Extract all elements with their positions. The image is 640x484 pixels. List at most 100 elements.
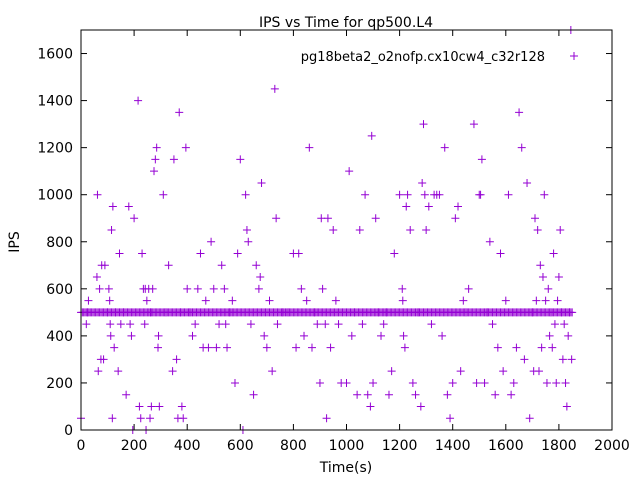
data-point: [130, 214, 139, 223]
data-point: [119, 308, 128, 317]
data-point: [435, 190, 444, 199]
data-point: [116, 320, 125, 329]
data-point: [565, 308, 574, 317]
data-point: [126, 320, 135, 329]
x-tick-label: 1600: [488, 438, 524, 454]
data-point: [256, 273, 265, 282]
data-points: [77, 26, 577, 434]
data-point: [201, 296, 210, 305]
data-point: [111, 308, 120, 317]
data-point: [361, 190, 370, 199]
x-tick-label: 800: [280, 438, 307, 454]
data-point: [353, 390, 362, 399]
data-point: [323, 214, 332, 223]
data-point: [103, 308, 112, 317]
data-point: [164, 261, 173, 270]
data-point: [331, 296, 340, 305]
data-point: [509, 378, 518, 387]
data-point: [366, 402, 375, 411]
data-point: [523, 178, 532, 187]
data-point: [310, 308, 319, 317]
data-point: [564, 331, 573, 340]
data-point: [395, 190, 404, 199]
data-point: [172, 355, 181, 364]
data-point: [136, 414, 145, 423]
x-axis-label: Time(s): [319, 460, 372, 476]
data-point: [483, 308, 492, 317]
data-point: [152, 143, 161, 152]
data-point: [477, 155, 486, 164]
x-tick-label: 600: [227, 438, 254, 454]
data-point: [223, 343, 232, 352]
data-point: [94, 367, 103, 376]
data-point: [398, 284, 407, 293]
data-point: [459, 296, 468, 305]
data-point: [472, 378, 481, 387]
data-point: [138, 249, 147, 258]
axes: 0 200 400 600 800 1000 1200 1400 1600 1800 2000 0 20…: [37, 30, 630, 454]
data-point: [334, 320, 343, 329]
data-point: [106, 331, 115, 340]
data-point: [300, 331, 309, 340]
y-axis-label: IPS: [7, 231, 23, 253]
x-tick-label: 2000: [594, 438, 630, 454]
x-tick-label: 1800: [541, 438, 577, 454]
data-point: [168, 367, 177, 376]
data-point: [520, 355, 529, 364]
data-point: [399, 331, 408, 340]
data-point: [451, 214, 460, 223]
data-point: [390, 249, 399, 258]
data-point: [146, 414, 155, 423]
data-point: [424, 202, 433, 211]
data-point: [115, 249, 124, 258]
data-point: [528, 308, 537, 317]
data-point: [148, 284, 157, 293]
data-point: [542, 378, 551, 387]
data-point: [322, 414, 331, 423]
y-tick-label: 1200: [37, 141, 73, 157]
data-point: [488, 320, 497, 329]
data-point: [544, 284, 553, 293]
data-point: [225, 308, 234, 317]
data-point: [233, 249, 242, 258]
data-point: [294, 249, 303, 258]
data-point: [228, 296, 237, 305]
data-point: [537, 343, 546, 352]
data-point: [485, 237, 494, 246]
data-point: [326, 343, 335, 352]
data-point: [196, 249, 205, 258]
data-point: [153, 343, 162, 352]
data-point: [567, 355, 576, 364]
data-point: [161, 308, 170, 317]
data-point: [242, 226, 251, 234]
data-point: [558, 355, 567, 364]
data-point: [387, 367, 396, 376]
data-point: [476, 190, 485, 199]
data-point: [461, 308, 470, 317]
data-point: [84, 296, 93, 305]
data-point: [454, 202, 463, 211]
data-point: [159, 190, 168, 199]
data-point: [135, 402, 144, 411]
data-point: [193, 284, 202, 293]
data-point: [260, 331, 269, 340]
data-point: [540, 190, 549, 199]
data-point: [95, 284, 104, 293]
data-point: [188, 331, 197, 340]
data-point: [363, 390, 372, 399]
data-point: [207, 237, 216, 246]
data-point: [154, 331, 163, 340]
data-point: [329, 226, 338, 234]
y-tick-label: 1000: [37, 188, 73, 204]
data-point: [107, 226, 116, 234]
data-point: [204, 343, 213, 352]
data-point: [142, 296, 151, 305]
data-point: [406, 226, 415, 234]
data-point: [536, 261, 545, 270]
data-point: [427, 320, 436, 329]
data-point: [262, 343, 271, 352]
data-point: [146, 308, 155, 317]
data-point: [104, 284, 113, 293]
data-point: [273, 320, 282, 329]
data-point: [221, 320, 230, 329]
